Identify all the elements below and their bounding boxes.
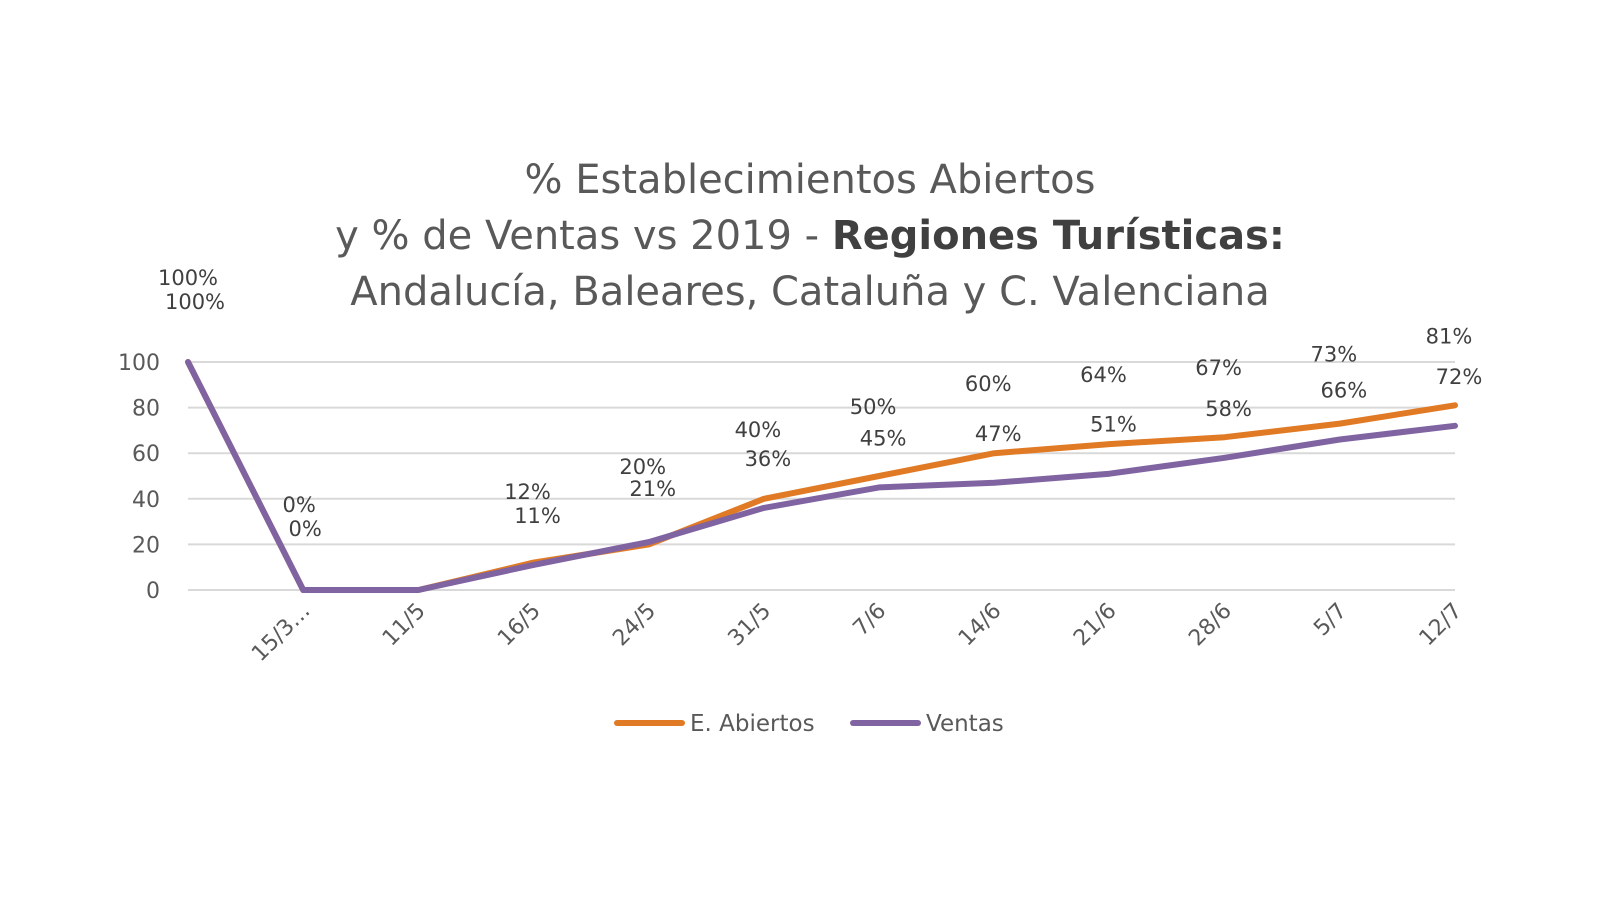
data-label: 0%	[283, 493, 316, 517]
x-tick-label: 21/6	[1069, 599, 1122, 652]
y-tick-label: 80	[132, 397, 160, 422]
y-tick-label: 60	[132, 442, 160, 467]
data-label: 20%	[619, 455, 666, 479]
data-label: 58%	[1205, 397, 1252, 421]
data-label: 12%	[504, 480, 551, 504]
y-tick-label: 40	[132, 488, 160, 513]
y-tick-label: 100	[118, 351, 160, 376]
series-line	[185, 359, 1458, 593]
gridlines	[188, 361, 1455, 591]
x-tick-label: 7/6	[849, 599, 892, 642]
x-tick-label: 31/5	[724, 599, 777, 652]
x-tick-label: 14/6	[954, 599, 1007, 652]
chart-title-line-2-prefix: y % de Ventas vs 2019 -	[335, 213, 832, 259]
data-labels: 100%100% 0%0% 12%11% 20%21% 40% 36% 50% 45% 60% 4…	[158, 266, 1482, 541]
data-label: 73%	[1310, 343, 1357, 367]
series-line	[185, 359, 1458, 593]
data-label: 72%	[1436, 365, 1483, 389]
legend: E. Abiertos Ventas	[614, 711, 1004, 737]
data-label: 60%	[965, 372, 1012, 396]
data-label: 45%	[860, 426, 907, 450]
data-label: 81%	[1426, 324, 1473, 348]
chart-title: % Establecimientos Abiertos y % de Venta…	[185, 152, 1435, 320]
x-tick-label: 5/7	[1309, 599, 1352, 642]
x-tick-label: 12/7	[1415, 599, 1468, 652]
x-tick-label: 24/5	[608, 599, 661, 652]
data-label: 51%	[1090, 413, 1137, 437]
x-tick-label: 15/3…	[247, 599, 315, 667]
x-axis-tick-labels: 15/3… 11/5 16/5 24/5 31/5 7/6 14/6 21/6 28/6 5/7 1…	[247, 599, 1467, 667]
chart-title-line-1: % Establecimientos Abiertos	[524, 157, 1096, 203]
y-tick-label: 0	[146, 579, 160, 604]
data-label: 21%	[629, 477, 676, 501]
chart-title-line-3: Andalucía, Baleares, Cataluña y C. Valen…	[350, 269, 1270, 315]
data-label: 50%	[850, 395, 897, 419]
y-axis-tick-labels: 0 20 40 60 80 100	[118, 351, 160, 604]
data-label: 36%	[745, 447, 792, 471]
data-label: 100%	[158, 266, 218, 290]
data-label: 0%	[289, 517, 322, 541]
data-label: 66%	[1320, 379, 1367, 403]
chart-title-line-2-bold: Regiones Turísticas:	[831, 213, 1285, 259]
legend-label: Ventas	[926, 711, 1004, 737]
x-tick-label: 16/5	[493, 599, 546, 652]
chart-title-line-2: y % de Ventas vs 2019 - Regiones Turísti…	[185, 208, 1435, 264]
data-label: 64%	[1080, 363, 1127, 387]
data-label: 47%	[975, 422, 1022, 446]
x-tick-label: 11/5	[378, 599, 431, 652]
x-tick-label: 28/6	[1184, 599, 1237, 652]
data-label: 100%	[165, 290, 225, 314]
series-lines	[185, 359, 1458, 593]
legend-label: E. Abiertos	[690, 711, 815, 737]
data-label: 40%	[735, 418, 782, 442]
y-tick-label: 20	[132, 533, 160, 558]
data-label: 67%	[1195, 356, 1242, 380]
data-label: 11%	[514, 504, 561, 528]
